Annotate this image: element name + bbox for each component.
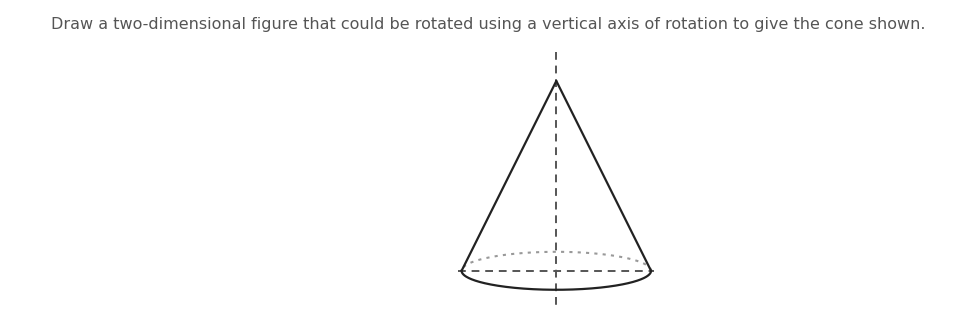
Text: Draw a two-dimensional figure that could be rotated using a vertical axis of rot: Draw a two-dimensional figure that could…: [51, 17, 925, 32]
